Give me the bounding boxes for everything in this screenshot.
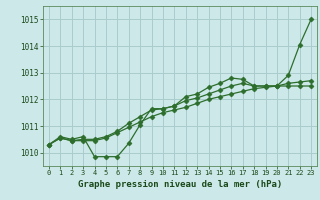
X-axis label: Graphe pression niveau de la mer (hPa): Graphe pression niveau de la mer (hPa) xyxy=(78,180,282,189)
